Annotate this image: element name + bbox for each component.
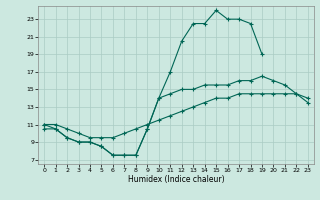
X-axis label: Humidex (Indice chaleur): Humidex (Indice chaleur) [128, 175, 224, 184]
